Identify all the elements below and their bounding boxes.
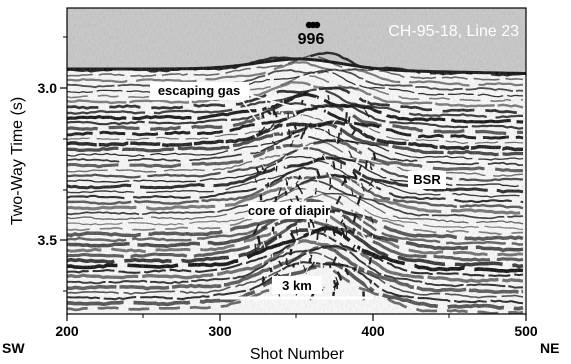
scale-bar: 3 km (220, 276, 373, 300)
core-label: core of diapir (248, 203, 330, 218)
site-marker: 996 (298, 21, 325, 48)
gas-pointer (245, 93, 299, 109)
noise-overlay (67, 8, 526, 314)
direction-ne: NE (540, 340, 559, 356)
bsr-label: BSR (413, 172, 441, 187)
annotation-core: core of diapir (248, 202, 330, 219)
x-axis: 200 300 400 500 Shot Number SW NE (2, 314, 559, 363)
x-tick-label: 200 (55, 323, 79, 339)
scale-label: 3 km (282, 278, 312, 293)
x-tick-label: 500 (514, 323, 538, 339)
annotation-bsr: BSR (408, 171, 446, 189)
line-label: CH-95-18, Line 23 (388, 23, 519, 40)
y-axis-title: Two-Way Time (s) (9, 97, 26, 225)
x-tick-label: 300 (208, 323, 232, 339)
drill-site-dot (313, 21, 321, 29)
x-axis-title: Shot Number (250, 346, 345, 363)
seismic-section (67, 8, 526, 314)
site-label: 996 (298, 31, 325, 48)
y-axis: 3.0 3.5 Two-Way Time (s) (9, 36, 67, 292)
x-tick-label: 400 (361, 323, 385, 339)
y-tick-label: 3.5 (38, 232, 58, 248)
y-tick-label: 3.0 (38, 80, 58, 96)
annotation-escaping-gas: escaping gas (150, 82, 299, 123)
direction-sw: SW (2, 340, 25, 356)
escaping-gas-label: escaping gas (158, 83, 240, 98)
